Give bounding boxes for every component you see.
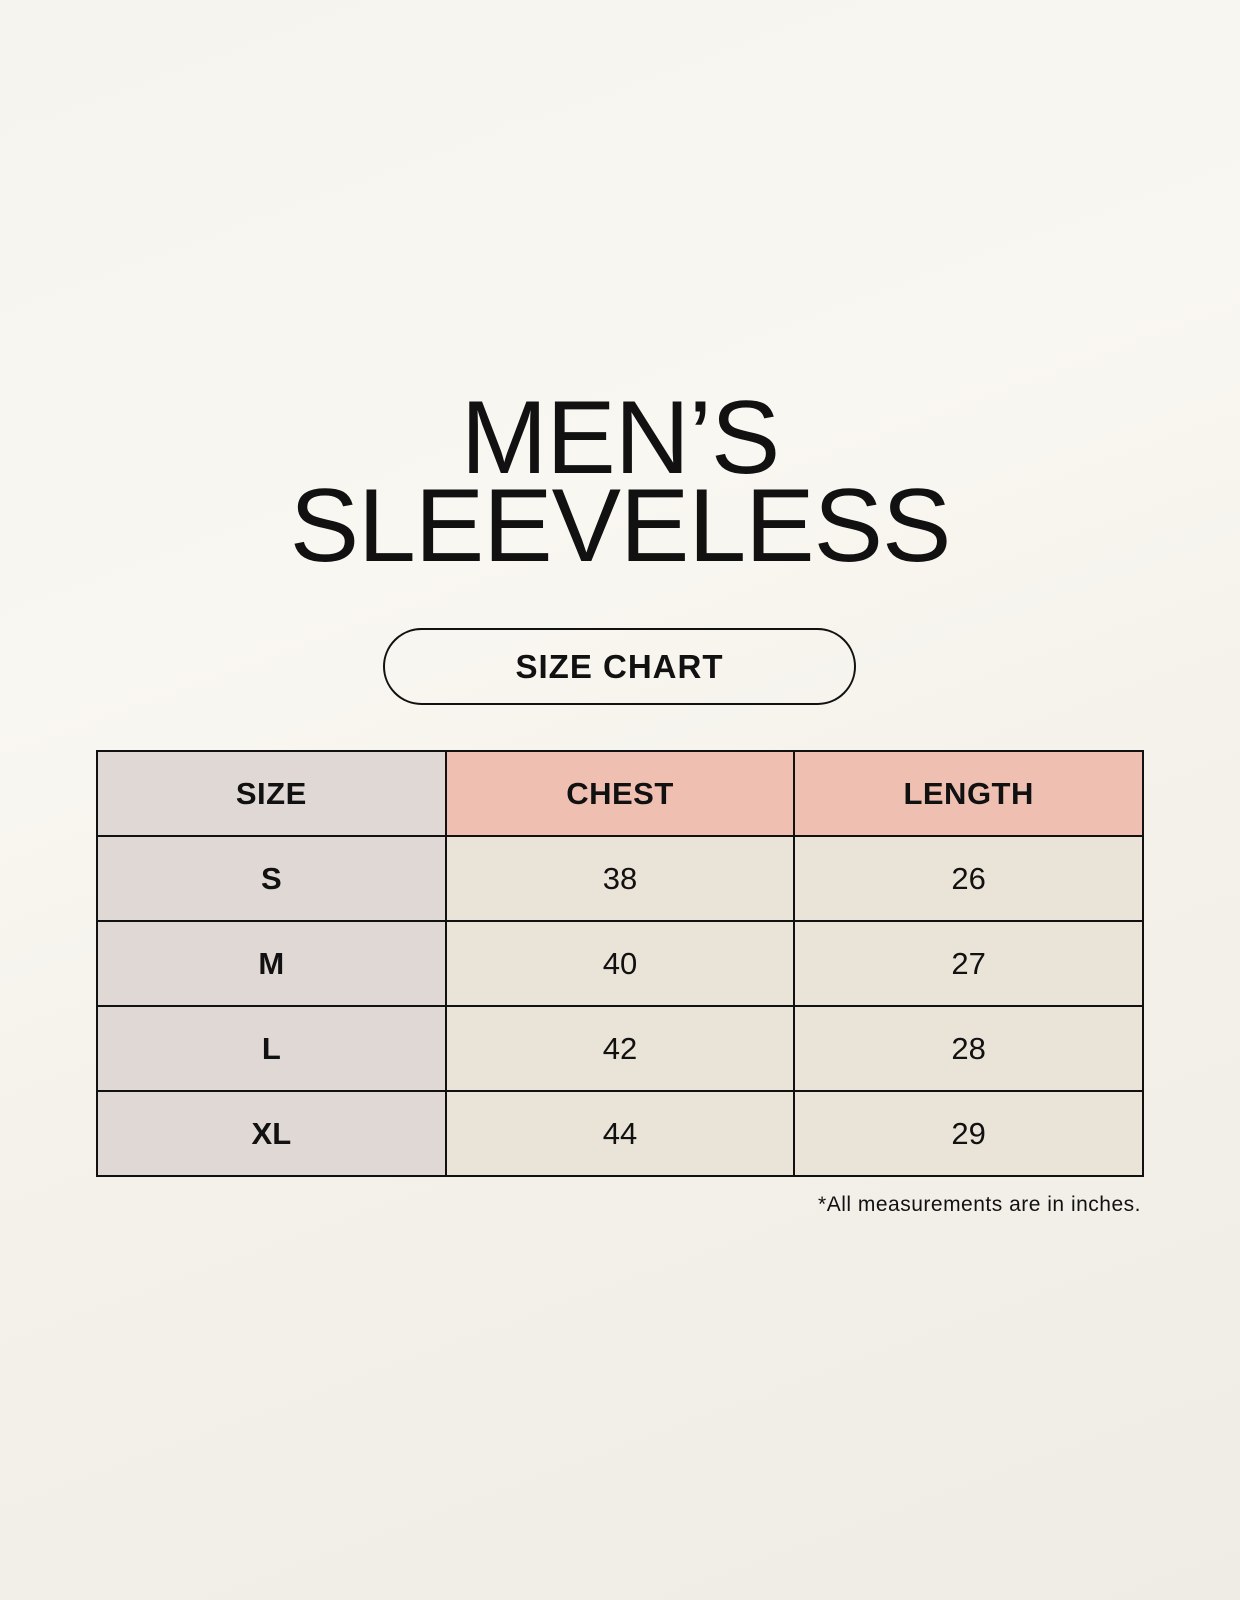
length-cell: 26 xyxy=(793,835,1144,922)
size-cell: M xyxy=(96,920,447,1007)
size-cell: XL xyxy=(96,1090,447,1177)
page-title: MEN’S SLEEVELESS xyxy=(0,380,1240,584)
chest-cell: 44 xyxy=(444,1090,796,1177)
chest-cell: 40 xyxy=(444,920,796,1007)
header-length: LENGTH xyxy=(793,750,1144,837)
size-chart-label: SIZE CHART xyxy=(383,628,856,705)
size-table: SIZE CHEST LENGTH S 38 26 M 40 27 L 42 2… xyxy=(96,750,1144,1177)
table-row: L 42 28 xyxy=(96,1005,1144,1092)
title-line-2: SLEEVELESS xyxy=(289,468,952,584)
table-header-row: SIZE CHEST LENGTH xyxy=(96,750,1144,837)
header-chest: CHEST xyxy=(444,750,796,837)
title-line-1: MEN’S xyxy=(460,380,781,496)
chest-cell: 42 xyxy=(444,1005,796,1092)
table-row: XL 44 29 xyxy=(96,1090,1144,1177)
size-cell: S xyxy=(96,835,447,922)
length-cell: 27 xyxy=(793,920,1144,1007)
table-row: M 40 27 xyxy=(96,920,1144,1007)
footnote: *All measurements are in inches. xyxy=(818,1193,1141,1216)
size-cell: L xyxy=(96,1005,447,1092)
table-row: S 38 26 xyxy=(96,835,1144,922)
header-size: SIZE xyxy=(96,750,447,837)
chest-cell: 38 xyxy=(444,835,796,922)
length-cell: 29 xyxy=(793,1090,1144,1177)
length-cell: 28 xyxy=(793,1005,1144,1092)
